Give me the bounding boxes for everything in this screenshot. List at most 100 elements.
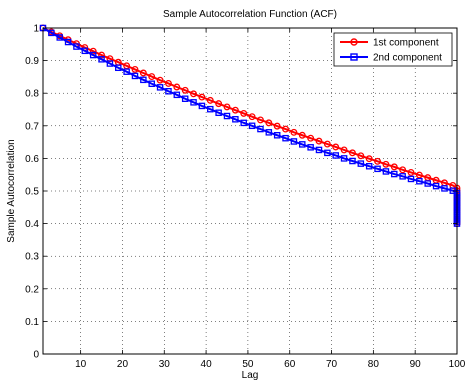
x-tick-label: 90	[410, 359, 422, 370]
series-2nd-point	[374, 165, 381, 173]
series-1st-point	[248, 113, 256, 121]
legend: 1st component 2nd component	[333, 32, 453, 67]
series-2nd-point	[115, 64, 122, 72]
series-1st-point	[198, 93, 206, 101]
series-2nd-point	[106, 60, 114, 67]
series-1st-point	[148, 73, 156, 81]
y-tick-label: 0.1	[25, 317, 39, 328]
y-tick-label: 0	[33, 350, 39, 361]
series-1st-point	[415, 171, 423, 179]
series-1st-point	[139, 69, 147, 77]
series-1st-point	[298, 131, 306, 139]
series-1st-point	[206, 96, 214, 104]
series-2nd-point	[332, 152, 339, 159]
x-tick-label: 10	[75, 359, 87, 370]
series-2nd-point	[349, 157, 356, 165]
series-2nd-point	[299, 141, 306, 148]
series-2nd-point	[223, 112, 231, 120]
series-2nd-point	[56, 34, 63, 41]
x-tick-label: 100	[449, 359, 466, 370]
x-tick-label: 20	[117, 359, 129, 370]
series-1st-point	[374, 157, 381, 165]
series-2nd-point	[123, 68, 130, 75]
series-2nd-point	[98, 56, 105, 63]
y-tick-label: 0.6	[25, 154, 39, 165]
series-1st-point	[173, 83, 181, 91]
series-1st-point	[223, 103, 231, 111]
series-2nd-point	[190, 99, 197, 106]
y-tick-label: 1	[33, 24, 39, 35]
legend-marker-1st	[350, 38, 358, 46]
series-2nd-point	[357, 160, 365, 167]
series-2nd-point	[365, 162, 373, 170]
series-1st-point	[156, 76, 164, 84]
y-tick-label: 0.7	[25, 121, 39, 132]
series-1st-point	[399, 166, 407, 174]
series-2nd-point	[391, 170, 398, 178]
series-2nd-point	[248, 122, 256, 130]
y-axis-title: Sample Autocorrelation	[6, 139, 17, 242]
series-2nd-point	[48, 29, 55, 37]
series-2nd-point	[382, 168, 390, 175]
chart-title: Sample Autocorrelation Function (ACF)	[163, 9, 337, 20]
series-1st-point	[307, 134, 315, 142]
series-1st-point	[282, 125, 289, 133]
y-tick-label: 0.5	[25, 187, 39, 198]
series-2nd-point	[148, 80, 155, 87]
y-tick-label: 0.2	[25, 284, 39, 295]
series-2nd-point	[131, 72, 139, 80]
x-tick-label: 40	[201, 359, 213, 370]
series-2nd-point	[324, 149, 331, 157]
legend-marker-2nd	[350, 53, 358, 61]
y-tick-label: 0.4	[25, 219, 39, 230]
series-1st-point	[181, 86, 189, 94]
series-2nd-point	[64, 38, 72, 46]
series-2nd-point	[257, 125, 264, 133]
series-2nd-point	[282, 134, 289, 142]
series-2nd-point	[181, 95, 189, 102]
series-2nd-point	[73, 43, 80, 50]
y-tick-label: 0.9	[25, 56, 39, 67]
series-layer	[39, 24, 461, 228]
series-1st-point	[215, 100, 223, 108]
series-2nd-point	[273, 132, 281, 139]
series-2nd-point	[441, 185, 448, 192]
series-2nd-point	[240, 119, 247, 127]
series-2nd-point	[307, 144, 314, 151]
y-tick-label: 0.8	[25, 89, 39, 100]
series-1st-point	[340, 146, 348, 154]
plot-frame	[42, 27, 458, 355]
series-1st-point	[240, 109, 248, 117]
x-tick-label: 80	[368, 359, 380, 370]
series-2nd-point	[432, 182, 440, 190]
series-2nd-point	[399, 173, 406, 180]
series-1st-point	[315, 137, 323, 145]
series-2nd-point	[165, 87, 172, 95]
x-tick-label: 60	[284, 359, 296, 370]
series-2nd-point	[140, 76, 147, 84]
series-1st-point	[323, 140, 331, 148]
series-1st-point	[165, 79, 172, 87]
series-1st-point	[290, 128, 298, 136]
series-2nd-point	[315, 146, 323, 154]
series-1st-point	[382, 160, 390, 168]
series-2nd-point	[89, 51, 97, 59]
series-1st-point	[365, 155, 373, 163]
axis-ticks: 10 20 30 40 50 60 70 80 90 100 0 0.1 0.2 0.3 0.4 0.5 0.6…	[25, 24, 466, 371]
grid-lines	[43, 28, 457, 354]
series-2nd-point	[81, 47, 89, 55]
series-2nd-point	[198, 102, 206, 110]
series-1st-point	[273, 122, 281, 130]
series-1st-point	[407, 168, 415, 176]
series-2nd-point	[207, 105, 214, 113]
series-2nd-point	[416, 177, 423, 185]
legend-label-1st: 1st component	[373, 38, 439, 49]
series-1st-point	[390, 163, 398, 171]
series-2nd-point	[424, 180, 431, 187]
series-1st-point	[131, 65, 139, 73]
series-1st-point	[265, 119, 273, 127]
series-1st-point	[357, 152, 365, 160]
series-2nd-point	[407, 175, 415, 183]
series-2nd-point	[340, 155, 348, 162]
